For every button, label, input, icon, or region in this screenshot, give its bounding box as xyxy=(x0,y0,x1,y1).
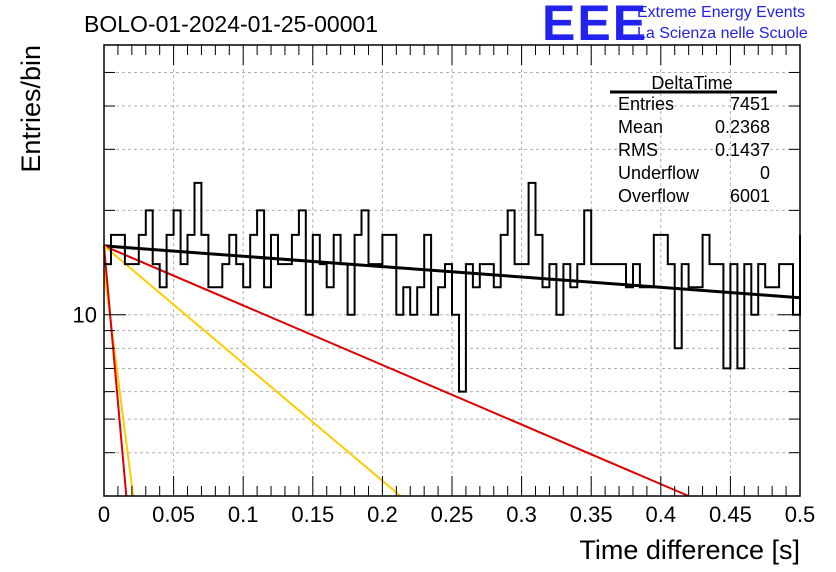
stats-label: Overflow xyxy=(618,186,690,206)
stats-label: RMS xyxy=(618,140,658,160)
eee-logo-line2: La Scienza nelle Scuole xyxy=(637,25,808,42)
y-tick-labels: 10 xyxy=(73,303,97,328)
stats-value: 6001 xyxy=(730,186,770,206)
y-tick-label: 10 xyxy=(73,303,97,328)
x-tick-label: 0.3 xyxy=(506,502,537,527)
x-tick-label: 0.2 xyxy=(367,502,398,527)
eee-logo-text: EEE xyxy=(542,0,648,51)
fit-line xyxy=(103,244,689,497)
fit-line xyxy=(103,245,128,497)
stats-label: Entries xyxy=(618,94,674,114)
stats-value: 0.1437 xyxy=(715,140,770,160)
stats-value: 7451 xyxy=(730,94,770,114)
stats-value: 0.2368 xyxy=(715,117,770,137)
x-axis-title: Time difference [s] xyxy=(579,535,800,565)
x-tick-label: 0.1 xyxy=(228,502,259,527)
x-tick-label: 0.4 xyxy=(646,502,677,527)
stats-title: DeltaTime xyxy=(651,73,732,93)
x-tick-label: 0.05 xyxy=(152,502,195,527)
eee-logo-line1: Extreme Energy Events xyxy=(637,4,805,21)
x-tick-label: 0 xyxy=(98,502,110,527)
stats-value: 0 xyxy=(760,163,770,183)
y-axis-title: Entries/bin xyxy=(16,45,46,173)
fit-line xyxy=(103,245,402,497)
stats-rows: Entries 7451 Mean 0.2368 RMS 0.1437 Underflow 0… xyxy=(618,94,770,206)
x-tick-labels: 0 0.05 0.1 0.15 0.2 0.25 0.3 0.35 0.4 0.45 0.5 xyxy=(98,502,815,527)
eee-logo: EEE Extreme Energy Events La Scienza nel… xyxy=(542,0,808,51)
x-tick-label: 0.35 xyxy=(570,502,613,527)
axis-ticks xyxy=(103,45,801,496)
x-tick-label: 0.15 xyxy=(291,502,334,527)
x-tick-label: 0.45 xyxy=(709,502,752,527)
stats-box: DeltaTime Entries 7451 Mean 0.2368 RMS 0.1437… xyxy=(610,73,777,206)
x-tick-label: 0.25 xyxy=(431,502,474,527)
stats-label: Underflow xyxy=(618,163,700,183)
x-tick-label: 0.5 xyxy=(785,502,816,527)
stats-label: Mean xyxy=(618,117,663,137)
chart-title: BOLO-01-2024-01-25-00001 xyxy=(84,11,378,37)
histogram-steps xyxy=(104,181,801,393)
